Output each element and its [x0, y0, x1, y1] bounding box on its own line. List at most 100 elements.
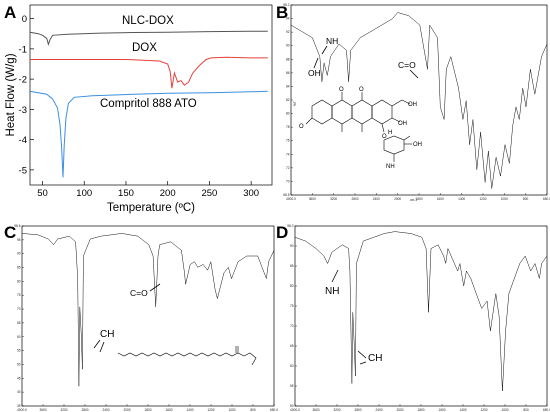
- svg-text:O: O: [359, 87, 364, 93]
- panel-b-x-tick-label: 2400: [373, 197, 380, 201]
- panel-d-x-tick-label: 2000: [396, 408, 403, 412]
- panel-d-ir-spectrum: D 98.0 90 85 80 75 70 65 60 55 50 4000.0 3600 3200 2…: [276, 223, 550, 412]
- panel-a-series: [29, 30, 268, 178]
- series-label-nlc-dox: NLC-DOX: [122, 15, 174, 27]
- panel-c-y-ticks: 98.6 95 90 85 80 75 70 65 60 55 50 45 40 35: [14, 224, 24, 408]
- panel-b-x-tick-label: 2000: [394, 197, 401, 201]
- panel-d-y-tick-label: 80: [290, 284, 294, 288]
- panel-a-dsc-chart: A 0 -1 -2 -3 -4 -5 50 100 150 200 250 300 Heat Flo…: [4, 3, 273, 214]
- panel-c-x-tick-label: 2000: [123, 408, 130, 412]
- panel-c-arrow-co: [149, 283, 161, 292]
- panel-b-x-tick-label: 1600: [437, 197, 444, 201]
- panel-d-y-tick-label: 75: [290, 304, 294, 308]
- panel-b-y-tick-label: 92: [286, 30, 290, 34]
- panel-c-y-tick-label: 70: [17, 307, 21, 311]
- panel-a-y-ticks: 0 -1 -2 -3 -4 -5: [19, 14, 34, 176]
- panel-c-y-tick-label: 40: [17, 390, 21, 394]
- panel-letter-b: B: [276, 3, 288, 22]
- panel-b-ir-spectrum: B 98.2 94 92 90 88 86 84 82 80 78 76 74 72 70 68.5 400…: [276, 3, 550, 202]
- panel-b-y-tick-label: 68.5: [283, 193, 289, 197]
- panel-b-x-tick-label: 1000: [501, 197, 508, 201]
- panel-b-annot-nh: NH: [326, 36, 338, 46]
- svg-text:OH: OH: [398, 121, 407, 127]
- compritol-structure: [117, 346, 257, 366]
- panel-d-annot-nh: NH: [325, 286, 339, 297]
- panel-d-y-tick-label: 70: [290, 324, 294, 328]
- panel-b-x-tick-label: 3200: [330, 197, 337, 201]
- panel-b-x-ticks: 4000.0 3600 3200 2800 2400 2000 1800 1600 1400 12…: [286, 193, 550, 201]
- panel-b-y-tick-label: 86: [286, 71, 290, 75]
- panel-d-x-tick-label: 1200: [480, 408, 487, 412]
- panel-a-y-tick-label: -1: [19, 44, 27, 55]
- panel-c-y-tick-label: 35: [17, 404, 21, 408]
- panel-a-x-tick-label: 200: [160, 188, 176, 199]
- panel-b-x-tick-label: 1400: [458, 197, 465, 201]
- panel-c-x-tick-label: 3200: [60, 408, 67, 412]
- panel-d-x-tick-label: 1800: [417, 408, 424, 412]
- panel-b-y-tick-label: 76: [286, 139, 290, 143]
- panel-b-x-tick-label: 1200: [479, 197, 486, 201]
- panel-c-y-tick-label: 65: [17, 321, 21, 325]
- panel-b-y-tick-label: 80: [286, 112, 290, 116]
- panel-b-plot-frame: [290, 4, 548, 196]
- panel-d-x-tick-label: 4000.0: [290, 408, 300, 412]
- panel-b-y-tick-label: 88: [286, 57, 290, 61]
- svg-text:O: O: [382, 134, 387, 140]
- panel-letter-d: D: [276, 223, 288, 242]
- panel-b-x-tick-label: 1800: [415, 197, 422, 201]
- panel-b-y-tick-label: 70: [286, 179, 290, 183]
- panel-a-x-tick-label: 50: [37, 188, 48, 199]
- panel-c-ir-spectrum: C 98.6 95 90 85 80 75 70 65 60 55 50 45 40 35 4000.0 3…: [4, 223, 278, 412]
- series-label-dox: DOX: [132, 42, 157, 54]
- panel-b-arrow-co: [409, 69, 419, 79]
- panel-d-x-tick-label: 1000: [501, 408, 508, 412]
- panel-letter-c: C: [4, 223, 16, 242]
- panel-c-y-tick-label: 60: [17, 335, 21, 339]
- panel-d-x-tick-label: 1600: [438, 408, 445, 412]
- panel-a-xlabel: Temperature (ºC): [107, 202, 195, 214]
- panel-c-y-tick-label: 50: [17, 362, 21, 366]
- panel-b-y-tick-label: 78: [286, 125, 290, 129]
- panel-d-y-tick-label: 50: [290, 404, 294, 408]
- panel-c-spectrum-line: [21, 233, 275, 387]
- panel-a-y-tick-label: -3: [19, 105, 27, 116]
- panel-b-x-tick-label: 2800: [351, 197, 358, 201]
- doxorubicin-structure: O O OH OH O O H OH NH: [299, 87, 422, 170]
- panel-b-y-unit: %T: [293, 101, 297, 106]
- panel-d-plot-frame: [294, 225, 548, 407]
- svg-text:H: H: [388, 130, 392, 136]
- panel-a-ylabel: Heat Flow (W/g): [5, 53, 17, 136]
- panel-c-y-tick-label: 98.6: [14, 224, 20, 228]
- panel-b-y-ticks: 98.2 94 92 90 88 86 84 82 80 78 76 74 72 70 68.5: [283, 3, 293, 197]
- panel-d-x-tick-label: 800: [523, 408, 529, 412]
- panel-d-arrow-nh: [331, 269, 339, 283]
- panel-d-y-tick-label: 98.0: [287, 224, 293, 228]
- panel-d-arrow-ch-1: [357, 350, 367, 359]
- panel-c-arrow-ch-2: [99, 341, 105, 353]
- panel-d-y-ticks: 98.0 90 85 80 75 70 65 60 55 50: [287, 224, 297, 408]
- svg-text:O: O: [339, 87, 344, 93]
- panel-c-x-tick-label: 3600: [39, 408, 46, 412]
- panel-d-x-tick-label: 3600: [312, 408, 319, 412]
- panel-c-arrow-ch-1: [93, 339, 101, 349]
- panel-b-annot-oh: OH: [308, 68, 321, 78]
- panel-b-x-tick-label: 3600: [309, 197, 316, 201]
- panel-b-y-tick-label: 84: [286, 84, 290, 88]
- panel-c-x-tick-label: 4000.0: [17, 408, 27, 412]
- panel-d-spectrum-line: [294, 231, 548, 392]
- panel-c-x-tick-label: 2800: [81, 408, 88, 412]
- panel-b-y-tick-label: 82: [286, 98, 290, 102]
- panel-d-x-tick-label: 2800: [354, 408, 361, 412]
- panel-d-x-tick-label: 650.0: [543, 408, 550, 412]
- panel-d-y-tick-label: 85: [290, 264, 294, 268]
- panel-a-series-line-0: [29, 30, 268, 46]
- panel-c-x-tick-label: 800: [250, 408, 256, 412]
- panel-d-x-tick-label: 1400: [459, 408, 466, 412]
- panel-b-annot-co: C=O: [398, 60, 416, 70]
- panel-letter-a: A: [4, 3, 16, 22]
- panel-d-x-tick-label: 2400: [375, 408, 382, 412]
- panel-c-y-tick-label: 90: [17, 252, 21, 256]
- panel-c-y-tick-label: 75: [17, 293, 21, 297]
- panel-b-x-unit: cm-1: [410, 198, 417, 202]
